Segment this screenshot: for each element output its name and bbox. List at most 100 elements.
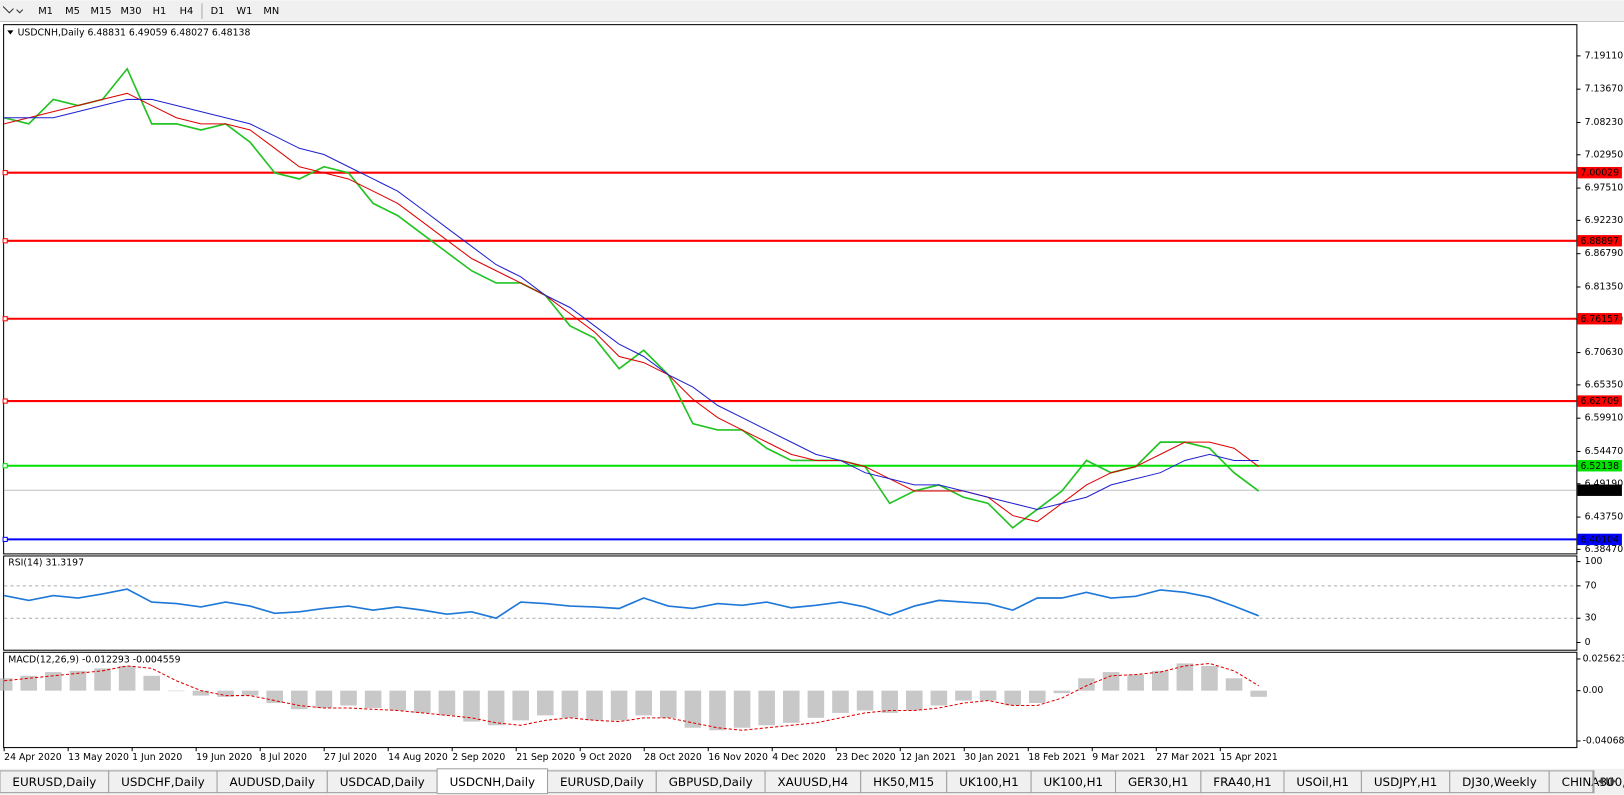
tab[interactable]: DJ30,Weekly [1449,770,1550,794]
y-tick-label: 6.65350 [1585,379,1624,390]
chart-title: USDCNH,Daily 6.48831 6.49059 6.48027 6.4… [18,27,251,38]
y-tick-label: 6.49190 [1585,478,1624,489]
tab[interactable]: USDCNH,Daily [436,768,549,795]
timeframe-label[interactable]: M15 [90,6,111,17]
histogram-bar [1053,690,1071,694]
tab-label[interactable]: DJ30,Weekly [1462,775,1537,789]
tab[interactable]: USOil,H1 [1283,770,1362,794]
timeframe-label[interactable]: MN [263,6,279,17]
histogram-bar [217,690,234,697]
x-tick-label: 27 Jul 2020 [324,752,377,763]
timeframe-label[interactable]: D1 [211,6,225,17]
y-tick-label: 7.19110 [1585,50,1624,61]
level-label-box [1577,484,1622,496]
histogram-bar [955,690,972,701]
timeframe-button[interactable] [116,2,147,19]
y-tick-label: 70 [1585,580,1597,591]
macd-title: MACD(12,26,9) -0.012293 -0.004559 [8,655,180,666]
tab-label[interactable]: EURUSD,Daily [12,775,96,789]
timeframe-button[interactable] [85,2,116,19]
histogram-bar [905,690,923,711]
tab[interactable]: FRA40,H1 [1200,770,1285,794]
tab[interactable]: EURUSD,Daily [0,770,110,794]
timeframe-button[interactable] [32,2,60,19]
y-tick-label: 7.02950 [1585,149,1624,160]
tab-scroll[interactable] [1598,777,1616,786]
tab[interactable]: GER30,H1 [1115,770,1202,794]
tab-label[interactable]: XAUUSD,H4 [777,775,848,789]
level-label: 6.76157 [1581,314,1620,325]
histogram-bar [856,690,874,711]
level-handle [2,536,8,542]
tab[interactable]: USDJPY,H1 [1360,770,1451,794]
tab-label[interactable]: USDCHF,Daily [121,775,204,789]
tab[interactable]: UK100,H1 [946,770,1032,794]
tab-label[interactable]: UK100,H1 [959,775,1019,789]
timeframe-button[interactable] [257,2,285,19]
y-tick-label: 6.43750 [1585,512,1624,523]
timeframe-label[interactable]: M30 [121,6,142,17]
level-label: 6.40104 [1581,534,1620,545]
tab[interactable]: UK100,H1 [1030,770,1117,794]
tab-background [436,768,549,795]
histogram-bar [684,690,702,728]
histogram-bar [389,690,406,711]
level-label: 7.00029 [1581,168,1620,179]
histogram-bar [94,668,111,691]
histogram-bar [340,690,357,706]
timeframe-label[interactable]: W1 [236,6,252,17]
timeframe-label[interactable]: H4 [180,6,194,17]
timeframe-button[interactable] [146,2,173,19]
x-tick-label: 18 Feb 2021 [1028,752,1086,763]
tab[interactable]: HK50,M15 [860,770,948,794]
timeframe-button[interactable] [59,2,86,19]
histogram-bar [635,690,652,716]
tab-background [1592,770,1595,794]
x-tick-label: 16 Nov 2020 [708,752,768,763]
tab[interactable]: USDCAD,Daily [326,770,438,794]
histogram-bar [20,675,38,691]
y-tick-label: 30 [1585,613,1597,624]
histogram-bar [512,690,529,721]
histogram-bar [414,690,431,713]
histogram-bar [1102,672,1120,691]
tab[interactable]: USDCHF,Daily [108,770,218,794]
tab[interactable]: GBPUSD,Daily [655,770,766,794]
draw-tool-icon[interactable] [2,6,24,14]
symbol-menu-arrow[interactable] [7,30,14,35]
tab-label[interactable]: GER30,H1 [1128,775,1189,789]
tab[interactable]: U [1592,770,1614,794]
tab[interactable]: AUDUSD,Daily [216,770,328,794]
tab-label[interactable]: UK100,H1 [1044,775,1104,789]
rsi-panel [3,555,1578,651]
histogram-bar [1250,690,1267,697]
tab-label[interactable]: AUDUSD,Daily [229,775,314,789]
level-handle [2,238,8,244]
timeframe-label[interactable]: H1 [153,6,167,17]
timeframe-button[interactable] [230,2,258,19]
tab-label[interactable]: GBPUSD,Daily [669,775,753,789]
tab[interactable]: EURUSD,Daily [547,770,657,794]
tab-label[interactable]: HK50,M15 [873,775,934,789]
histogram-bar [266,690,284,704]
timeframe-label[interactable]: M1 [38,6,53,17]
timeframes: M1 M5 M15 M30 H1 H4 D1 W1 MN [32,2,285,19]
tab-label[interactable]: USDCNH,Daily [450,775,536,789]
histogram-bar [364,690,382,708]
tab-label[interactable]: USDCAD,Daily [340,775,425,789]
series-line [4,98,1259,510]
histogram-bar [979,690,997,701]
tab-label[interactable]: USOil,H1 [1296,775,1349,789]
tab-label[interactable]: FRA40,H1 [1213,775,1271,789]
timeframe-button[interactable] [172,2,200,19]
tab[interactable]: XAUUSD,H4 [764,770,862,794]
tab-label[interactable]: USDJPY,H1 [1374,775,1437,789]
y-tick-label: -0.040687 [1583,735,1624,746]
timeframe-label[interactable]: M5 [65,6,80,17]
level-label-box [1577,460,1622,472]
tab-label[interactable]: EURUSD,Daily [560,775,644,789]
histogram-bar [168,690,185,692]
tab-label[interactable]: U [1605,775,1614,789]
timeframe-button[interactable] [204,2,231,19]
y-tick-label: 6.97510 [1585,183,1624,194]
